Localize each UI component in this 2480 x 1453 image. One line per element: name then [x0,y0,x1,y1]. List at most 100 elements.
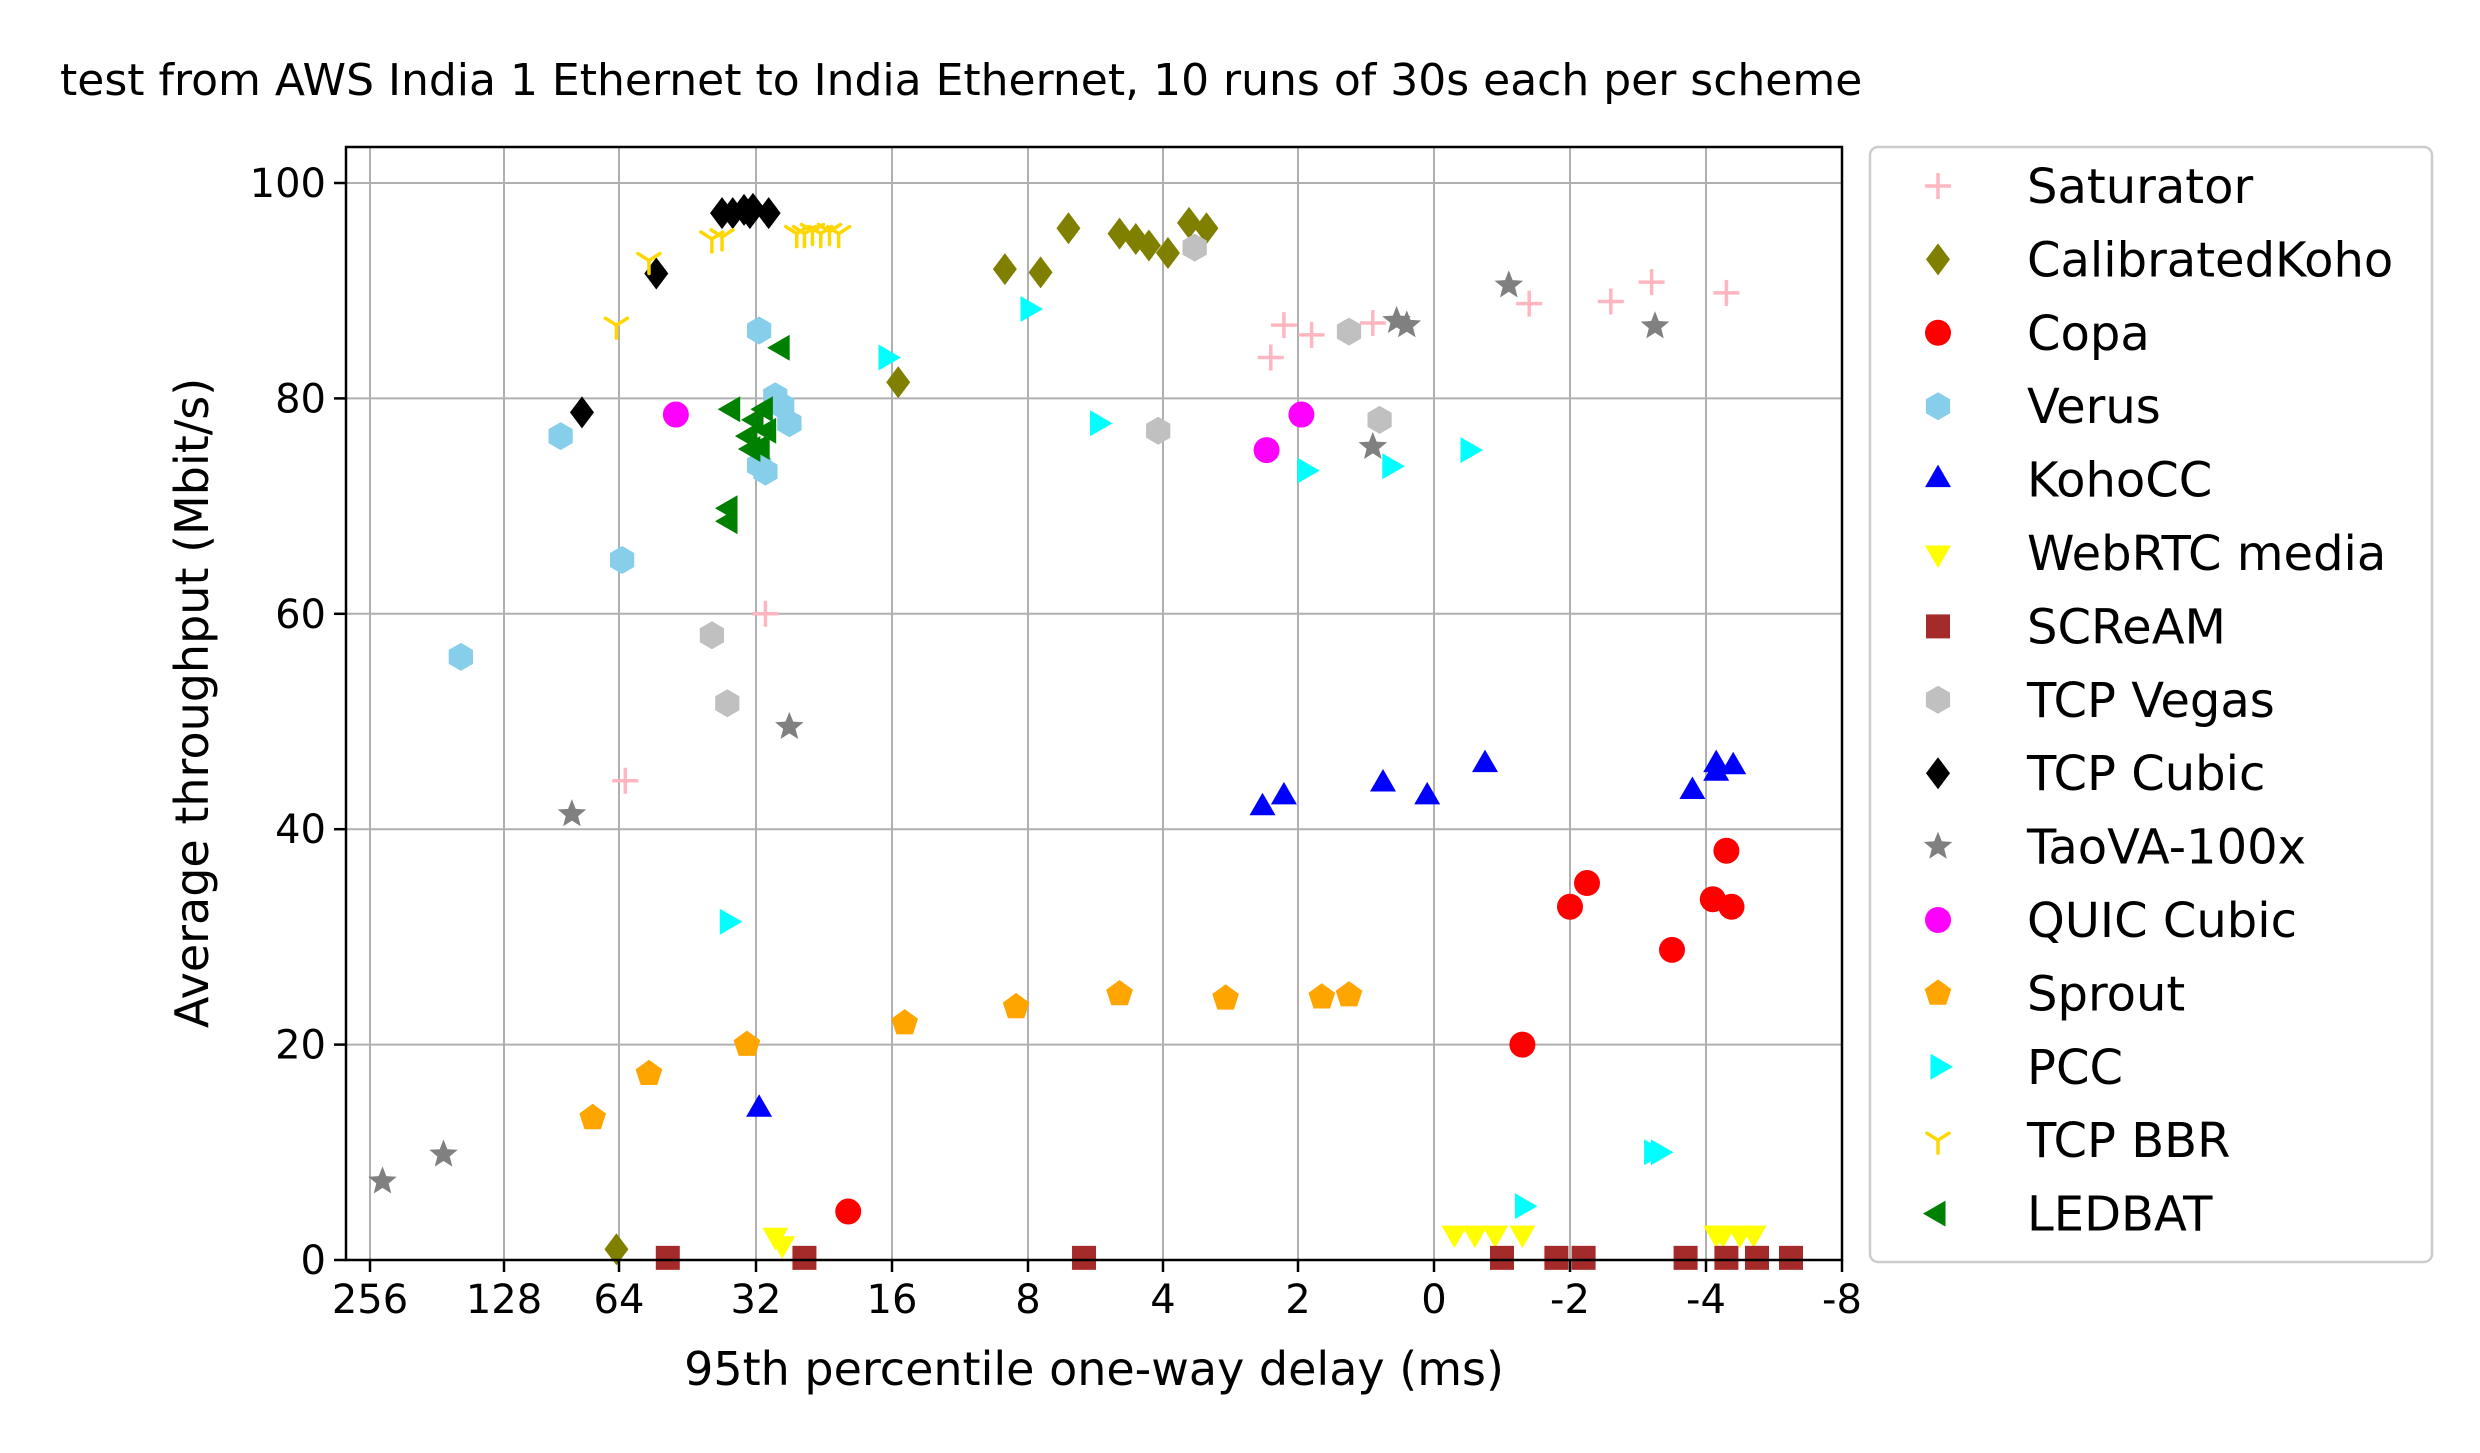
data-point [1298,321,1325,348]
data-point [655,1245,680,1270]
series-sprout [579,980,1363,1130]
y-tick-label: 0 [301,1238,326,1284]
data-point [612,767,639,794]
legend-item: Verus [1925,379,2161,435]
legend-marker [1925,319,1951,346]
data-point [1509,1225,1536,1249]
data-point [1414,781,1441,805]
data-point [1514,1193,1538,1220]
data-point [1182,233,1207,262]
data-point [747,433,770,460]
data-point [699,621,724,650]
data-point [1194,212,1219,245]
legend-item: Copa [1925,306,2150,362]
data-point [569,396,594,429]
data-point [604,1233,629,1266]
x-tick-label: 64 [594,1277,645,1323]
data-point [1571,1245,1596,1270]
data-point [1710,1225,1736,1249]
legend-label: KohoCC [2027,453,2212,509]
legend-frame [1868,145,2434,1264]
data-point [1490,1245,1514,1270]
data-point [579,1103,606,1130]
legend-label: Sprout [2027,966,2185,1022]
data-point [1297,457,1320,484]
data-point [715,689,740,718]
y-axis-ticks: 0 20 40 60 80 100 [250,161,346,1284]
data-point [769,1236,796,1259]
data-point [1107,217,1132,250]
data-point [767,334,790,361]
legend-marker [1923,831,1953,859]
legend-label: Verus [2027,379,2161,435]
legend-item: Sprout [1924,966,2185,1022]
data-point [1392,310,1422,338]
legend-label: Saturator [2027,159,2253,215]
legend: Saturator CalibratedKoho Copa Verus KohoCC We… [1868,145,2434,1264]
data-point [1713,837,1740,864]
series-verus [448,316,802,671]
data-point [1703,758,1730,781]
legend-label: CalibratedKoho [2027,232,2393,288]
data-point [825,224,852,249]
legend-item: TCP BBR [1925,1113,2230,1169]
data-point [752,600,779,627]
data-point [715,495,738,522]
legend-label: WebRTC media [2027,526,2386,582]
data-point [1072,1245,1097,1270]
data-point [1090,410,1113,437]
data-point [1679,776,1706,799]
data-point [1253,437,1280,464]
series-ledbat [715,334,790,535]
data-point [1544,1245,1569,1270]
data-point [1779,1245,1803,1270]
legend-item: TCP Cubic [1926,746,2265,802]
data-point [709,228,735,252]
data-point [1382,453,1405,480]
data-point [610,546,635,574]
data-point [1367,405,1392,434]
legend-marker [1926,243,1950,276]
data-point [792,1245,817,1270]
data-point [1136,229,1161,262]
data-point [1270,312,1297,339]
data-point [719,908,743,935]
data-points [368,192,1803,1270]
x-tick-label: 2 [1285,1277,1310,1323]
x-tick-label: 0 [1421,1277,1446,1323]
legend-marker [1925,545,1951,568]
data-point [753,417,777,444]
data-point [740,192,765,225]
data-point [753,457,778,486]
legend-item: PCC [1930,1040,2123,1096]
data-point [1659,936,1685,963]
y-tick-label: 100 [250,161,326,207]
data-point [737,436,761,462]
legend-item: SCReAM [1926,599,2226,655]
data-point [1673,1245,1698,1270]
data-point [557,799,587,827]
data-point [1270,781,1297,805]
data-point [741,406,764,433]
legend-label: Copa [2027,306,2150,362]
legend-item: KohoCC [1925,453,2212,509]
legend-item: TaoVA-100x [1923,820,2306,876]
data-point [1308,983,1336,1009]
data-point [1382,305,1411,333]
series-webrtc-media [762,1225,1767,1259]
data-point [878,344,901,371]
legend-marker [1925,685,1951,714]
series-tcp-bbr [603,222,852,340]
x-tick-label: -4 [1686,1277,1726,1323]
data-point [1336,317,1362,346]
data-point [746,1094,773,1117]
legend-items: Saturator CalibratedKoho Copa Verus KohoCC We… [1923,159,2393,1243]
data-point [1714,1245,1739,1270]
grid-lines [346,147,1842,1260]
data-point [1249,792,1276,816]
x-tick-label: 128 [466,1277,542,1323]
data-point [1509,1031,1536,1058]
data-point [636,251,662,276]
data-point [1359,310,1386,337]
